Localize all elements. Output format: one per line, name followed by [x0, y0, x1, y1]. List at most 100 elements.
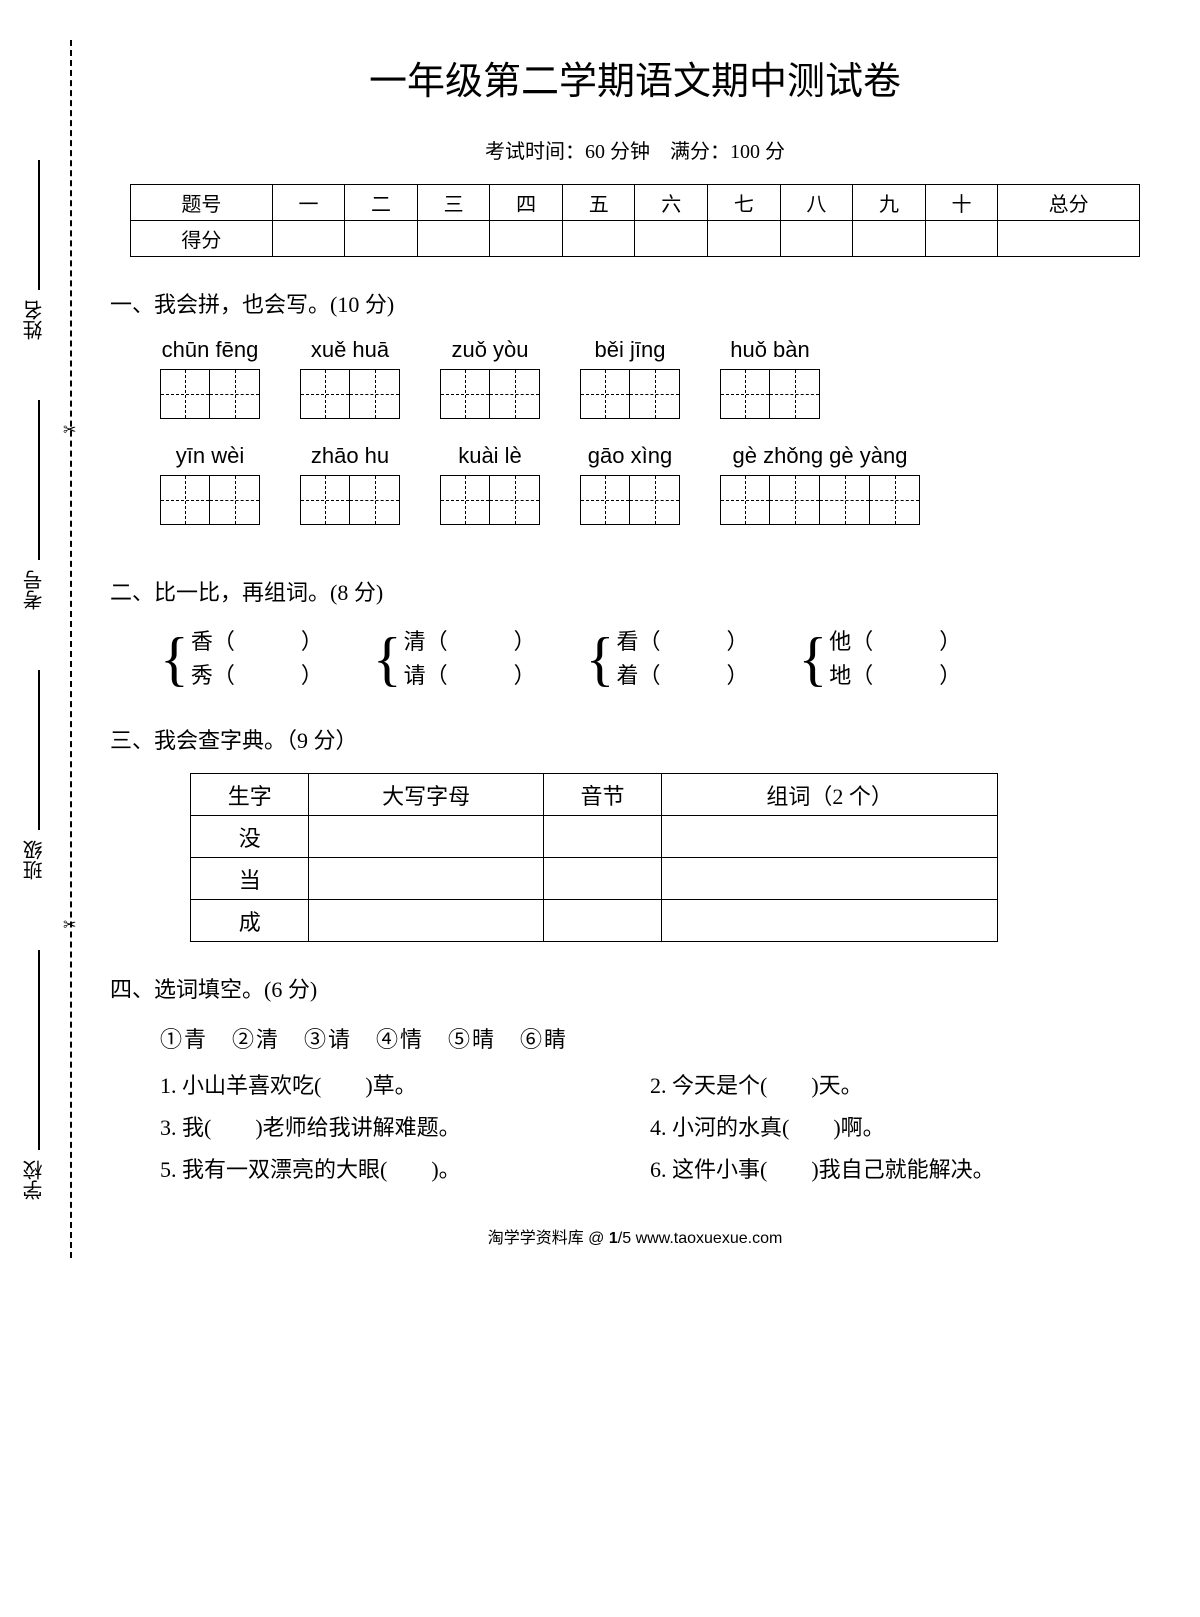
q1-heading: 一、我会拼，也会写。(10 分) [110, 287, 1140, 319]
footer-page: 1 [609, 1230, 618, 1247]
score-table-label: 得分 [131, 221, 273, 257]
pinyin-item: yīn wèi [160, 443, 260, 525]
score-cell [562, 221, 635, 257]
footer-url: www.taoxuexue.com [636, 1230, 783, 1247]
pair-line: 地（ ） [829, 659, 961, 693]
dict-cell [309, 858, 543, 900]
char-box [720, 475, 770, 525]
char-box [630, 475, 680, 525]
score-cell [272, 221, 345, 257]
pair-lines: 他（ ）地（ ） [829, 625, 961, 693]
pinyin-text: yīn wèi [176, 443, 244, 469]
char-box [210, 475, 260, 525]
dict-char: 当 [191, 858, 309, 900]
char-box [580, 369, 630, 419]
dict-col: 大写字母 [309, 774, 543, 816]
char-box [870, 475, 920, 525]
char-box [490, 475, 540, 525]
score-cell [345, 221, 418, 257]
char-boxes [580, 475, 680, 525]
pinyin-text: chūn fēng [162, 337, 259, 363]
score-col: 一 [272, 185, 345, 221]
pinyin-text: kuài lè [458, 443, 522, 469]
q2-content: {香（ ）秀（ ）{清（ ）请（ ）{看（ ）着（ ）{他（ ）地（ ） [130, 625, 1140, 693]
pair-group: {他（ ）地（ ） [798, 625, 961, 693]
pinyin-row: chūn fēngxuě huāzuǒ yòuběi jīnghuǒ bàn [160, 337, 1140, 419]
q4-sentence: 2. 今天是个( )天。 [650, 1068, 1140, 1100]
sidebar-underline [38, 670, 40, 830]
dict-row: 没 [191, 816, 998, 858]
pinyin-item: huǒ bàn [720, 337, 820, 419]
dict-col: 音节 [543, 774, 661, 816]
pair-line: 他（ ） [829, 625, 961, 659]
char-box [720, 369, 770, 419]
scissor-icon: ✂ [63, 420, 76, 440]
q2-heading: 二、比一比，再组词。(8 分) [110, 575, 1140, 607]
char-box [580, 475, 630, 525]
q4-sent-row: 5. 我有一双漂亮的大眼( )。 6. 这件小事( )我自己就能解决。 [160, 1152, 1140, 1184]
sidebar-underline [38, 400, 40, 560]
page-footer: 淘学学资料库 @ 1/5 www.taoxuexue.com [130, 1224, 1140, 1248]
pinyin-item: chūn fēng [160, 337, 260, 419]
char-box [300, 369, 350, 419]
q4-sentence: 6. 这件小事( )我自己就能解决。 [650, 1152, 1140, 1184]
score-col: 七 [708, 185, 781, 221]
char-box [490, 369, 540, 419]
char-boxes [720, 475, 920, 525]
score-col: 三 [417, 185, 490, 221]
q4-sentence: 5. 我有一双漂亮的大眼( )。 [160, 1152, 650, 1184]
char-box [160, 475, 210, 525]
score-col: 九 [853, 185, 926, 221]
dict-cell [543, 858, 661, 900]
pair-lines: 看（ ）着（ ） [616, 625, 748, 693]
score-cell [417, 221, 490, 257]
char-box [210, 369, 260, 419]
dictionary-table: 生字 大写字母 音节 组词（2 个） 没 当 成 [190, 773, 998, 942]
score-cell [780, 221, 853, 257]
score-table-score-row: 得分 [131, 221, 1140, 257]
char-box [300, 475, 350, 525]
char-box [770, 475, 820, 525]
dict-col: 组词（2 个） [662, 774, 998, 816]
pinyin-text: zuǒ yòu [451, 337, 528, 363]
score-table-header-row: 题号 一 二 三 四 五 六 七 八 九 十 总分 [131, 185, 1140, 221]
char-boxes [440, 475, 540, 525]
q4-sentence: 1. 小山羊喜欢吃( )草。 [160, 1068, 650, 1100]
char-boxes [440, 369, 540, 419]
binding-line [70, 40, 72, 1258]
score-table-label: 题号 [131, 185, 273, 221]
char-boxes [160, 369, 260, 419]
pair-line: 看（ ） [616, 625, 748, 659]
sidebar-label-school: 学校 [20, 1160, 49, 1200]
pair-line: 清（ ） [404, 625, 536, 659]
pair-line: 香（ ） [191, 625, 323, 659]
char-boxes [160, 475, 260, 525]
pinyin-item: kuài lè [440, 443, 540, 525]
score-cell [635, 221, 708, 257]
char-boxes [580, 369, 680, 419]
pinyin-text: huǒ bàn [730, 337, 810, 363]
dict-char: 没 [191, 816, 309, 858]
sidebar-label-id: 考号 [20, 570, 49, 610]
char-box [440, 475, 490, 525]
score-cell [853, 221, 926, 257]
q4-sent-row: 3. 我( )老师给我讲解难题。 4. 小河的水真( )啊。 [160, 1110, 1140, 1142]
pinyin-item: gāo xìng [580, 443, 680, 525]
pinyin-text: zhāo hu [311, 443, 389, 469]
pair-line: 着（ ） [616, 659, 748, 693]
char-boxes [300, 475, 400, 525]
dict-cell [543, 900, 661, 942]
char-box [770, 369, 820, 419]
q4-options: ①青 ②清 ③请 ④情 ⑤晴 ⑥睛 [160, 1022, 1140, 1054]
exam-page: ✂ ✂ 姓名 考号 班级 学校 一年级第二学期语文期中测试卷 考试时间：60 分… [0, 0, 1200, 1278]
score-cell [998, 221, 1140, 257]
q4-heading: 四、选词填空。(6 分) [110, 972, 1140, 1004]
scissor-icon: ✂ [63, 915, 76, 935]
dict-char: 成 [191, 900, 309, 942]
exam-title: 一年级第二学期语文期中测试卷 [130, 50, 1140, 105]
exam-subtitle: 考试时间：60 分钟 满分：100 分 [130, 135, 1140, 164]
score-col: 四 [490, 185, 563, 221]
score-col: 六 [635, 185, 708, 221]
dict-cell [309, 816, 543, 858]
sidebar-underline [38, 160, 40, 290]
